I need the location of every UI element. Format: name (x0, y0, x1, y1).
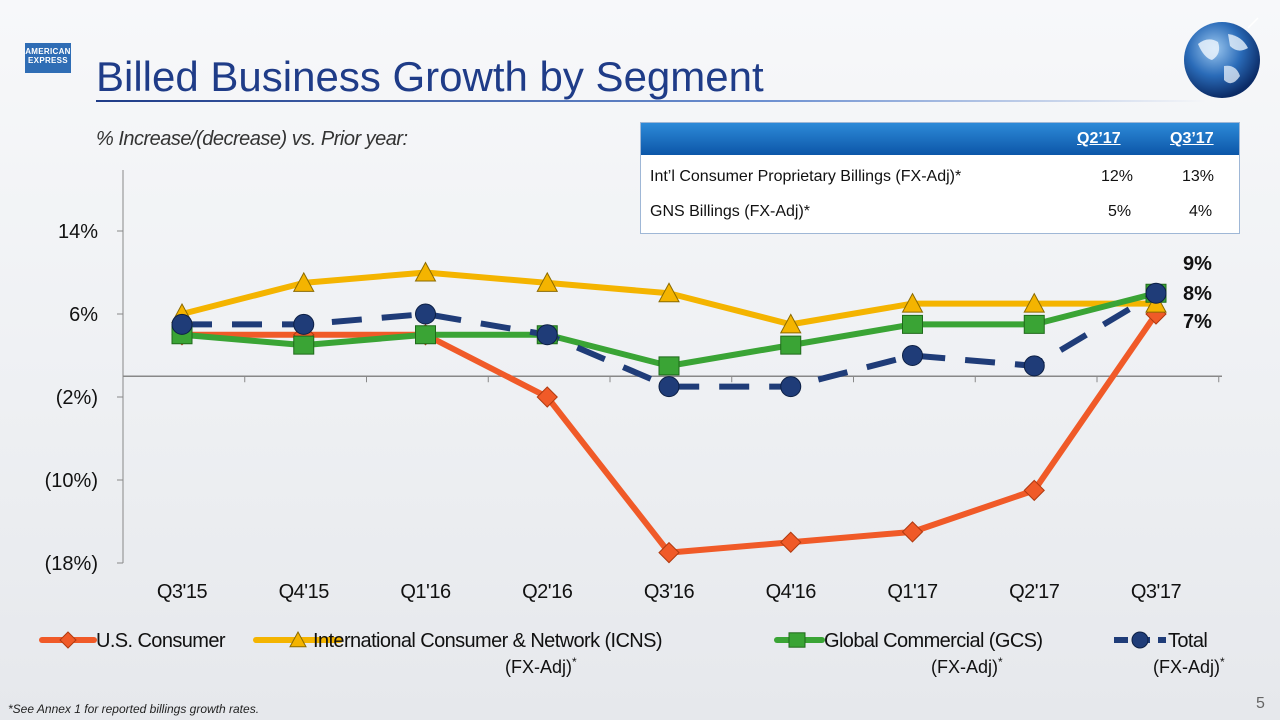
fx-adj-mark: * (998, 655, 1003, 669)
info-col-q3: Q3’17 (1170, 130, 1214, 147)
series-marker-circle (1145, 282, 1167, 304)
x-tick-label: Q3'17 (1131, 581, 1182, 603)
series-marker-diamond (780, 531, 802, 553)
series-marker-square (293, 335, 315, 355)
series-marker-square (415, 325, 436, 345)
series-line-diamond (179, 311, 1159, 556)
series-marker-diamond (901, 521, 924, 543)
title-divider (96, 100, 1206, 102)
info-row-label: GNS Billings (FX-Adj)* (650, 203, 811, 220)
series-marker-circle (780, 376, 802, 398)
series-marker-triangle (1023, 292, 1046, 313)
logo-text-line2: EXPRESS (28, 56, 68, 65)
end-value-label: 9% (1183, 253, 1212, 275)
info-row-q2: 12% (1101, 168, 1134, 185)
legend-swatch-marker (59, 631, 77, 649)
info-row-q2: 5% (1108, 203, 1132, 220)
legend-label-icns: International Consumer & Network (ICNS) (313, 630, 663, 652)
y-tick-label: 14% (58, 221, 98, 243)
logo-text-line1: AMERICAN (25, 47, 71, 56)
x-tick-label: Q2'16 (522, 581, 573, 603)
globe-icon (1184, 17, 1260, 98)
x-tick-label: Q4'16 (766, 581, 817, 603)
series-marker-square (780, 335, 802, 355)
series-marker-circle (293, 313, 315, 335)
series-marker-diamond (658, 541, 680, 564)
series-marker-circle (658, 376, 680, 398)
amex-logo: AMERICAN EXPRESS (25, 43, 71, 73)
fx-adj-mark: * (1220, 655, 1225, 669)
y-tick-label: 6% (69, 304, 98, 326)
fx-adj-text: (FX-Adj) (505, 657, 572, 677)
legend-swatch-marker (289, 630, 307, 648)
legend-label-gcs: Global Commercial (GCS) (824, 630, 1043, 652)
chart-subtitle: % Increase/(decrease) vs. Prior year: (96, 128, 408, 150)
page-title: Billed Business Growth by Segment (96, 53, 764, 100)
y-tick-label: (18%) (45, 553, 98, 575)
footnote: *See Annex 1 for reported billings growt… (8, 702, 260, 716)
y-tick-label: (10%) (45, 470, 98, 492)
legend-sub-gcs: (FX-Adj)* (931, 655, 1003, 678)
y-tick-label: (2%) (56, 387, 98, 409)
legend-label-us-consumer: U.S. Consumer (96, 630, 226, 652)
legend-label-total: Total (1168, 630, 1208, 652)
series-marker-square (1023, 314, 1045, 334)
x-tick-label: Q1'16 (400, 581, 451, 603)
series-marker-circle (1023, 355, 1045, 377)
series-marker-triangle (292, 271, 315, 292)
series-marker-triangle (414, 261, 437, 282)
page-number: 5 (1256, 695, 1265, 712)
x-tick-label: Q3'15 (157, 581, 208, 603)
x-tick-label: Q1'17 (887, 581, 938, 603)
legend-sub-total: (FX-Adj)* (1153, 655, 1225, 678)
series-marker-triangle (901, 292, 924, 313)
legend-swatch-marker (788, 632, 806, 648)
info-row-label: Int’l Consumer Proprietary Billings (FX-… (650, 168, 962, 185)
fx-adj-text: (FX-Adj) (1153, 657, 1220, 677)
info-col-q2: Q2’17 (1077, 130, 1121, 147)
legend-swatch-marker (1131, 631, 1149, 649)
fx-adj-mark: * (572, 655, 577, 669)
info-row-q3: 13% (1182, 168, 1215, 185)
series-marker-diamond (1023, 479, 1045, 502)
series-line-circle (182, 290, 1158, 390)
series-marker-square (658, 356, 680, 376)
series-marker-triangle (536, 271, 559, 292)
series-marker-square (902, 314, 923, 334)
series-marker-diamond (536, 386, 558, 408)
series-marker-circle (902, 345, 923, 366)
info-table-header: Q2’17 Q3’17 (641, 123, 1239, 155)
series-marker-triangle (658, 282, 680, 303)
end-value-label: 7% (1183, 311, 1212, 333)
x-tick-label: Q2'17 (1009, 581, 1060, 603)
info-row-q3: 4% (1189, 203, 1213, 220)
series-marker-circle (415, 303, 436, 325)
legend-sub-icns: (FX-Adj)* (505, 655, 577, 678)
series-marker-circle (536, 324, 558, 346)
series-marker-circle (171, 313, 193, 335)
info-table: Q2’17 Q3’17 Int’l Consumer Proprietary B… (640, 122, 1240, 234)
series-marker-triangle (779, 313, 802, 334)
x-tick-label: Q4'15 (279, 581, 330, 603)
fx-adj-text: (FX-Adj) (931, 657, 998, 677)
x-tick-label: Q3'16 (644, 581, 695, 603)
end-value-label: 8% (1183, 283, 1212, 305)
